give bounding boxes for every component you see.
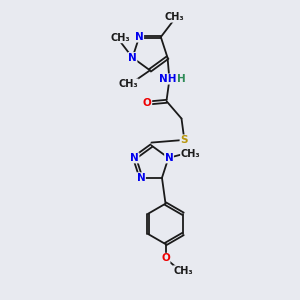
Text: CH₃: CH₃ <box>174 266 193 276</box>
Text: N: N <box>130 153 139 163</box>
Text: N: N <box>128 52 137 63</box>
Text: CH₃: CH₃ <box>118 79 138 89</box>
Text: N: N <box>136 173 146 183</box>
Text: NH: NH <box>159 74 176 84</box>
Text: CH₃: CH₃ <box>165 12 184 22</box>
Text: N: N <box>135 32 143 42</box>
Text: N: N <box>165 153 173 163</box>
Text: CH₃: CH₃ <box>181 149 200 159</box>
Text: O: O <box>143 98 152 108</box>
Text: O: O <box>161 253 170 263</box>
Text: H: H <box>177 74 186 84</box>
Text: S: S <box>180 135 188 145</box>
Text: CH₃: CH₃ <box>110 33 130 43</box>
